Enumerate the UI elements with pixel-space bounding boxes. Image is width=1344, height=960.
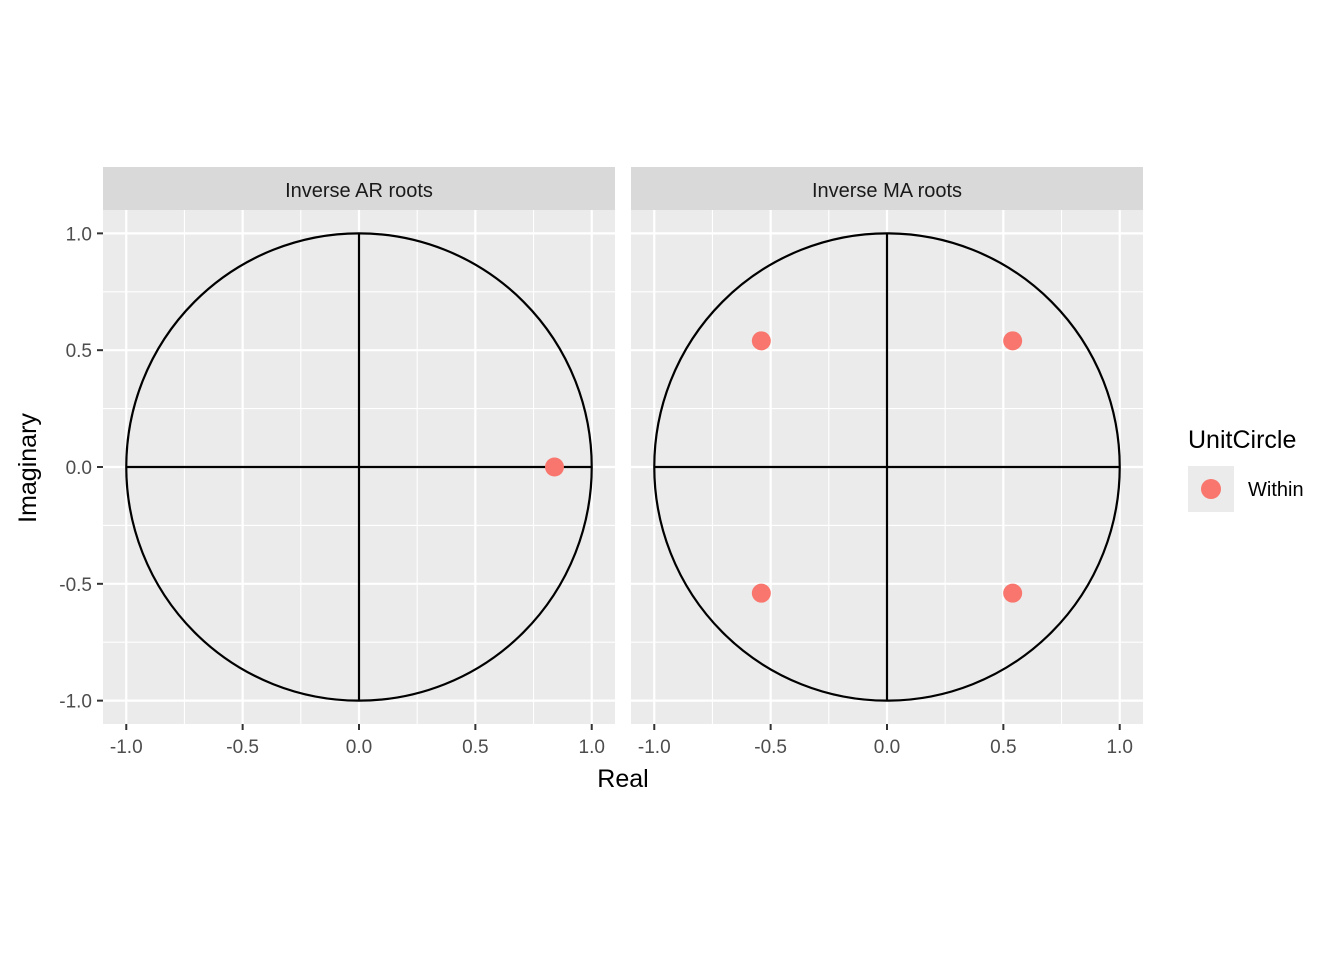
x-tick-label: -1.0 [638, 737, 671, 758]
facet-strip [103, 167, 615, 210]
root-point [1003, 331, 1023, 351]
y-axis-title: Imaginary [14, 413, 42, 523]
x-tick-label: 1.0 [1107, 737, 1133, 758]
root-point [751, 583, 771, 603]
root-point [544, 457, 564, 477]
x-tick-label: 0.5 [990, 737, 1016, 758]
y-tick-label: 0.0 [66, 458, 92, 479]
facet-panel: Inverse AR roots -1.0 -0.5 0.0 0.5 1.0 [103, 167, 615, 758]
root-point [1003, 583, 1023, 603]
x-tick-label: -1.0 [110, 737, 143, 758]
x-axis-title: Real [597, 765, 648, 793]
x-tick-label: 0.0 [346, 737, 372, 758]
legend-keys: Within [1188, 466, 1304, 512]
legend-key-point [1201, 479, 1221, 499]
x-tick-label: -0.5 [226, 737, 259, 758]
y-tick-label: 1.0 [66, 224, 92, 245]
legend-title: UnitCircle [1188, 426, 1296, 454]
y-tick-label: -1.0 [59, 692, 92, 713]
y-tick-label: -0.5 [59, 575, 92, 596]
x-tick-label: 0.0 [874, 737, 900, 758]
y-axis: -1.0 -0.5 0.0 0.5 1.0 [59, 224, 103, 713]
x-tick-label: -0.5 [754, 737, 787, 758]
facet-panel: Inverse MA roots -1.0 -0.5 0.0 0.5 1.0 [631, 167, 1143, 758]
x-tick-label: 1.0 [579, 737, 605, 758]
x-tick-label: 0.5 [462, 737, 488, 758]
legend: UnitCircle Within [1188, 426, 1304, 512]
facet-strip-label: Inverse AR roots [285, 180, 433, 202]
facet-strip [631, 167, 1143, 210]
legend-key-label: Within [1248, 479, 1304, 501]
facet-strip-label: Inverse MA roots [812, 180, 962, 202]
root-point [751, 331, 771, 351]
facet-panels: Inverse AR roots-1.0 -0.5 0.0 0.5 1.0Inverse… [103, 167, 1143, 758]
y-tick-label: 0.5 [66, 341, 92, 362]
